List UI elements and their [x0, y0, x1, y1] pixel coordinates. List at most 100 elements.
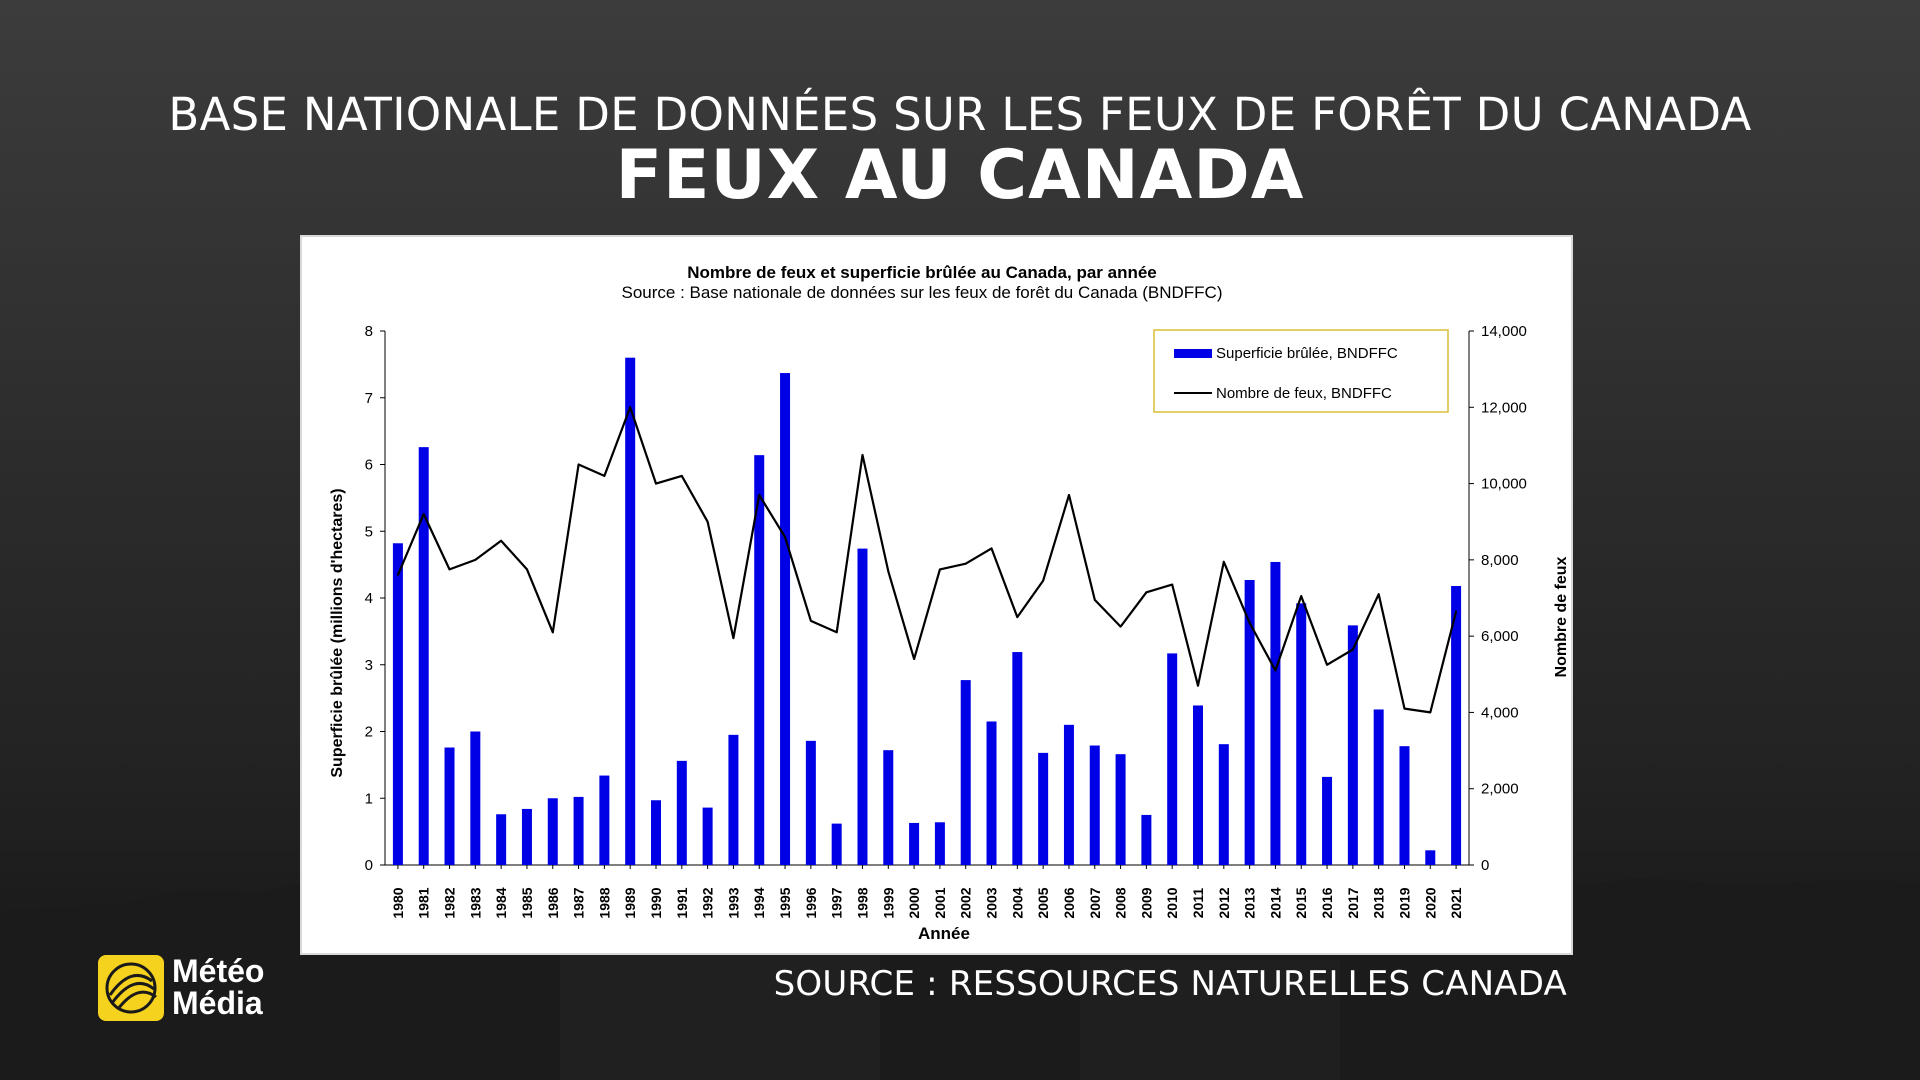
fires-point-1997	[835, 631, 838, 634]
legend-bar-label: Superficie brûlée, BNDFFC	[1216, 345, 1398, 362]
bar-1985	[521, 808, 532, 865]
bar-2012	[1218, 744, 1229, 865]
bar-1981	[418, 447, 429, 865]
bar-1982	[444, 747, 455, 865]
x-tick-label-1994: 1994	[751, 887, 767, 918]
bar-2002	[960, 680, 971, 865]
bar-1986	[547, 798, 558, 865]
y-tick-label: 2	[365, 724, 373, 741]
fires-point-1983	[474, 559, 477, 561]
x-tick-label-1999: 1999	[880, 887, 896, 918]
y2-tick-label: 0	[1481, 857, 1489, 874]
fires-point-1985	[526, 568, 528, 571]
bar-2013	[1244, 579, 1255, 865]
legend-box	[1153, 329, 1449, 413]
fires-point-2015	[1300, 595, 1303, 597]
x-axis-label: Année	[918, 924, 970, 943]
y-tick-label: 7	[365, 390, 373, 407]
fires-point-1987	[577, 463, 580, 466]
fires-point-1992	[706, 520, 709, 523]
x-tick-label-1983: 1983	[467, 887, 483, 918]
fires-point-1980	[397, 574, 399, 576]
y2-tick-label: 8,000	[1481, 552, 1519, 569]
x-tick-label-1986: 1986	[545, 887, 561, 918]
y2-axis-label: Nombre de feux	[1553, 556, 1570, 677]
bar-2004	[1012, 652, 1023, 865]
fires-point-2007	[1093, 599, 1096, 601]
x-tick-label-1996: 1996	[803, 887, 819, 918]
globe-icon	[98, 955, 164, 1021]
x-tick-label-1985: 1985	[519, 887, 535, 918]
fires-point-1995	[784, 536, 786, 538]
fires-point-2010	[1171, 583, 1173, 586]
x-tick-label-2014: 2014	[1267, 887, 1283, 918]
fires-point-1996	[810, 620, 812, 622]
fires-point-2021	[1455, 610, 1457, 613]
fires-point-2006	[1068, 494, 1070, 496]
x-tick-label-2003: 2003	[984, 887, 1000, 918]
bar-1983	[470, 731, 481, 865]
fires-point-1984	[500, 539, 502, 542]
bar-1994	[754, 455, 765, 865]
x-tick-label-2006: 2006	[1061, 887, 1077, 918]
bar-1993	[728, 734, 739, 865]
fires-point-1982	[448, 568, 451, 571]
fires-point-2002	[964, 562, 967, 565]
bar-2003	[986, 721, 997, 865]
x-tick-label-1982: 1982	[442, 887, 458, 918]
fires-point-2012	[1223, 560, 1225, 563]
y-tick-label: 3	[365, 657, 373, 674]
source-credit: SOURCE : RESSOURCES NATURELLES CANADA	[773, 964, 1567, 1004]
fires-point-1991	[681, 475, 683, 477]
x-tick-label-1987: 1987	[571, 887, 587, 918]
header-subtitle: BASE NATIONALE DE DONNÉES SUR LES FEUX D…	[168, 88, 1752, 141]
y-tick-label: 0	[365, 857, 373, 874]
chart-title: Nombre de feux et superficie brûlée au C…	[687, 263, 1157, 282]
x-tick-label-2010: 2010	[1164, 887, 1180, 918]
x-tick-label-1993: 1993	[725, 887, 741, 918]
fires-point-2004	[1016, 616, 1019, 618]
fires-point-1998	[861, 454, 864, 456]
legend: Superficie brûlée, BNDFFC Nombre de feux…	[1153, 329, 1449, 413]
bar-1999	[883, 750, 894, 865]
x-tick-label-2015: 2015	[1293, 887, 1309, 918]
bar-1991	[676, 760, 687, 865]
fires-point-1999	[887, 570, 890, 573]
fires-point-2018	[1377, 593, 1380, 595]
bar-2019	[1399, 746, 1410, 865]
logo-line2: Média	[172, 985, 263, 1021]
bar-2014	[1270, 561, 1281, 865]
bar-2006	[1063, 724, 1074, 865]
x-tick-label-2009: 2009	[1138, 887, 1154, 918]
fire-chart: Nombre de feux et superficie brûlée au C…	[329, 263, 1570, 943]
x-tick-label-1990: 1990	[648, 887, 664, 918]
logo-wordmark: Météo Média	[172, 955, 264, 1019]
y-tick-label: 8	[365, 323, 373, 340]
y2-tick-label: 4,000	[1481, 704, 1519, 721]
fires-point-2009	[1145, 591, 1148, 594]
x-tick-label-1981: 1981	[416, 887, 432, 918]
x-tick-label-2011: 2011	[1190, 888, 1206, 919]
y-tick-label: 4	[365, 590, 373, 607]
y-tick-label: 6	[365, 457, 373, 474]
x-tick-label-2008: 2008	[1113, 887, 1129, 918]
bar-1995	[780, 373, 791, 865]
x-tick-label-2020: 2020	[1422, 887, 1438, 918]
fires-point-2008	[1119, 625, 1122, 628]
x-tick-label-2004: 2004	[1009, 887, 1025, 918]
bar-1990	[651, 800, 661, 865]
fires-point-1990	[655, 482, 657, 485]
x-tick-label-2021: 2021	[1448, 887, 1464, 918]
x-tick-label-1989: 1989	[622, 887, 638, 918]
fires-point-2005	[1042, 580, 1044, 582]
bar-2020	[1425, 850, 1436, 865]
header-title: FEUX AU CANADA	[615, 136, 1305, 215]
bars-group	[392, 357, 1462, 865]
bar-1989	[625, 357, 636, 865]
bar-1998	[857, 548, 868, 865]
fires-point-2011	[1197, 684, 1199, 687]
bar-2009	[1141, 814, 1152, 865]
y2-tick-label: 12,000	[1481, 399, 1527, 416]
fires-point-1986	[551, 631, 554, 634]
x-tick-label-1992: 1992	[700, 887, 716, 918]
